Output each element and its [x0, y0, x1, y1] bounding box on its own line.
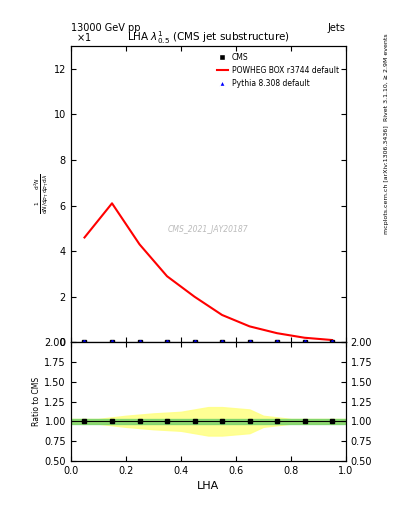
Text: Rivet 3.1.10, ≥ 2.9M events: Rivet 3.1.10, ≥ 2.9M events — [384, 33, 389, 121]
Y-axis label: Ratio to CMS: Ratio to CMS — [33, 377, 42, 426]
POWHEG BOX r3744 default — [82, 234, 87, 241]
Line: Pythia 8.308 default: Pythia 8.308 default — [83, 340, 334, 345]
X-axis label: LHA: LHA — [197, 481, 219, 491]
Text: $\times 1$: $\times 1$ — [76, 31, 92, 43]
Title: LHA $\lambda^{1}_{0.5}$ (CMS jet substructure): LHA $\lambda^{1}_{0.5}$ (CMS jet substru… — [127, 29, 290, 46]
Line: POWHEG BOX r3744 default: POWHEG BOX r3744 default — [84, 203, 332, 340]
POWHEG BOX r3744 default — [247, 323, 252, 329]
POWHEG BOX r3744 default — [330, 337, 334, 343]
Text: 13000 GeV pp: 13000 GeV pp — [71, 23, 140, 33]
POWHEG BOX r3744 default — [165, 273, 169, 280]
Text: CMS_2021_JAY20187: CMS_2021_JAY20187 — [168, 225, 249, 234]
CMS — [302, 339, 307, 346]
POWHEG BOX r3744 default — [137, 241, 142, 247]
Pythia 8.308 default — [165, 339, 169, 346]
CMS — [330, 339, 334, 346]
Pythia 8.308 default — [330, 339, 334, 346]
POWHEG BOX r3744 default — [220, 312, 224, 318]
CMS — [110, 339, 114, 346]
CMS — [82, 339, 87, 346]
POWHEG BOX r3744 default — [192, 294, 197, 300]
POWHEG BOX r3744 default — [275, 330, 279, 336]
Pythia 8.308 default — [247, 339, 252, 346]
Pythia 8.308 default — [220, 339, 224, 346]
Pythia 8.308 default — [275, 339, 279, 346]
Pythia 8.308 default — [192, 339, 197, 346]
Pythia 8.308 default — [137, 339, 142, 346]
CMS — [137, 339, 142, 346]
CMS — [192, 339, 197, 346]
CMS — [275, 339, 279, 346]
POWHEG BOX r3744 default — [110, 200, 114, 206]
CMS — [165, 339, 169, 346]
Line: CMS: CMS — [83, 340, 334, 345]
CMS — [220, 339, 224, 346]
Legend: CMS, POWHEG BOX r3744 default, Pythia 8.308 default: CMS, POWHEG BOX r3744 default, Pythia 8.… — [213, 50, 342, 91]
Y-axis label: $\frac{1}{\mathrm{d}N / \mathrm{d}p_\mathrm{T}} \frac{\mathrm{d}^2 N}{\mathrm{d}: $\frac{1}{\mathrm{d}N / \mathrm{d}p_\mat… — [33, 174, 51, 215]
Pythia 8.308 default — [82, 339, 87, 346]
Pythia 8.308 default — [302, 339, 307, 346]
CMS — [247, 339, 252, 346]
POWHEG BOX r3744 default — [302, 335, 307, 341]
Pythia 8.308 default — [110, 339, 114, 346]
Text: mcplots.cern.ch [arXiv:1306.3436]: mcplots.cern.ch [arXiv:1306.3436] — [384, 125, 389, 233]
Text: Jets: Jets — [328, 23, 346, 33]
